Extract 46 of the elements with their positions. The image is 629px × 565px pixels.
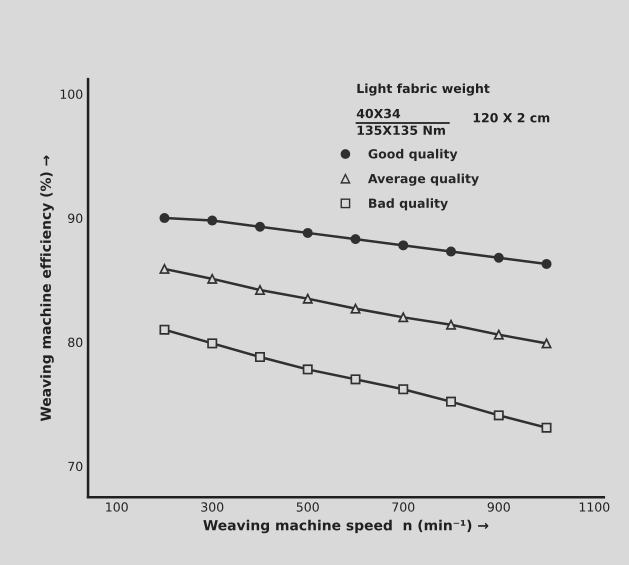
point (542, 422, 552, 433)
point (398, 384, 408, 394)
point (542, 258, 552, 269)
x-tick-label: 500 (296, 502, 319, 512)
point (159, 324, 170, 335)
legend-label: Bad quality (369, 198, 448, 210)
point (494, 410, 504, 420)
point (446, 396, 456, 407)
point (446, 246, 456, 257)
point (494, 330, 504, 340)
point (254, 222, 265, 232)
annotation: 120 X 2 cm (474, 112, 550, 122)
legend-label: Good quality (368, 148, 458, 162)
y-tick-label: 90 (68, 214, 82, 223)
point (398, 312, 408, 322)
point (350, 374, 361, 384)
point (159, 213, 170, 224)
x-tick-label: 700 (392, 502, 414, 512)
point (542, 338, 552, 348)
annotation: 40X34 (356, 108, 400, 118)
y-tick-label: 70 (68, 462, 82, 472)
legend-label: Average quality (368, 174, 479, 186)
x-tick-label: 900 (488, 502, 510, 512)
x-tick-label: 100 (106, 502, 128, 512)
x-axis-title: Weaving machine speed n (min⁻¹) → (203, 520, 488, 534)
point (446, 320, 456, 330)
annotation: Light fabric weight (357, 83, 490, 96)
y-tick-label: 80 (68, 338, 82, 348)
point (254, 285, 265, 296)
y-axis-title: Weaving machine efficiency (%) → (40, 155, 54, 422)
point (494, 252, 504, 263)
annotation: 135X135 Nm (358, 126, 445, 135)
point (302, 228, 313, 238)
point (254, 352, 265, 362)
y-tick-label: 100 (60, 89, 82, 99)
point (302, 294, 313, 304)
point (350, 304, 361, 314)
point (398, 240, 408, 250)
point (207, 338, 218, 348)
point (302, 364, 313, 374)
point (207, 274, 218, 284)
point (350, 234, 361, 244)
point (159, 264, 170, 274)
x-tick-label: 1100 (580, 502, 610, 512)
point (207, 216, 218, 226)
x-tick-label: 300 (201, 502, 224, 512)
